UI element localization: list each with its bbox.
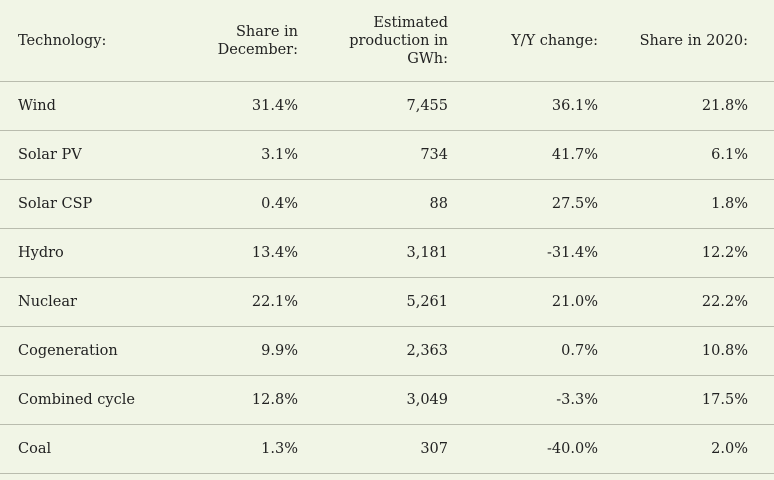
technology-cell: Solar CSP [0, 179, 160, 229]
share-december-cell: 0.4% [160, 179, 310, 229]
share-december-cell: 12.8% [160, 375, 310, 425]
share-december-cell: 31.4% [160, 81, 310, 131]
share-december-cell: 1.3% [160, 424, 310, 474]
technology-cell: Combined cycle [0, 375, 160, 425]
yy-change-cell: -31.4% [460, 228, 610, 278]
table-header: Technology: Share in December: Estimated… [0, 0, 774, 82]
header-row: Technology: Share in December: Estimated… [0, 0, 774, 82]
header-share-december-line-2: December: [217, 41, 298, 58]
table-row: Cogeneration 9.9% 2,363 0.7% 10.8% [0, 326, 774, 376]
share-2020-cell: 2.0% [610, 424, 774, 474]
header-yy-change: Y/Y change: [460, 0, 610, 82]
header-production-line-1: Estimated [373, 14, 448, 31]
production-cell: 3,181 [310, 228, 460, 278]
production-cell: 5,261 [310, 277, 460, 327]
header-technology: Technology: [0, 0, 160, 82]
share-december-cell: 13.4% [160, 228, 310, 278]
table-row: Hydro 13.4% 3,181 -31.4% 12.2% [0, 228, 774, 278]
table-row: Coal 1.3% 307 -40.0% 2.0% [0, 424, 774, 474]
table-row: Nuclear 22.1% 5,261 21.0% 22.2% [0, 277, 774, 327]
yy-change-cell: -3.3% [460, 375, 610, 425]
production-cell: 307 [310, 424, 460, 474]
yy-change-cell: 27.5% [460, 179, 610, 229]
share-2020-cell: 10.8% [610, 326, 774, 376]
table-row: Combined cycle 12.8% 3,049 -3.3% 17.5% [0, 375, 774, 425]
header-yy-change-label: Y/Y change: [511, 32, 598, 49]
header-production-line-2: production in [349, 32, 448, 49]
share-december-cell: 9.9% [160, 326, 310, 376]
production-cell: 3,049 [310, 375, 460, 425]
share-2020-cell: 21.8% [610, 81, 774, 131]
production-cell: 734 [310, 130, 460, 180]
yy-change-cell: 21.0% [460, 277, 610, 327]
table-row: Solar CSP 0.4% 88 27.5% 1.8% [0, 179, 774, 229]
technology-cell: Nuclear [0, 277, 160, 327]
header-share-december-line-1: Share in [235, 23, 298, 40]
share-2020-cell: 1.8% [610, 179, 774, 229]
yy-change-cell: 41.7% [460, 130, 610, 180]
header-technology-label: Technology: [18, 32, 107, 49]
share-2020-cell: 17.5% [610, 375, 774, 425]
production-cell: 88 [310, 179, 460, 229]
share-2020-cell: 6.1% [610, 130, 774, 180]
production-cell: 7,455 [310, 81, 460, 131]
header-share-december: Share in December: [160, 0, 310, 82]
share-2020-cell: 12.2% [610, 228, 774, 278]
table-row: Wind 31.4% 7,455 36.1% 21.8% [0, 81, 774, 131]
share-december-cell: 22.1% [160, 277, 310, 327]
technology-cell: Solar PV [0, 130, 160, 180]
technology-cell: Coal [0, 424, 160, 474]
yy-change-cell: -40.0% [460, 424, 610, 474]
technology-cell: Hydro [0, 228, 160, 278]
table-row: Solar PV 3.1% 734 41.7% 6.1% [0, 130, 774, 180]
header-share-2020: Share in 2020: [610, 0, 774, 82]
technology-cell: Cogeneration [0, 326, 160, 376]
header-production: Estimated production in GWh: [310, 0, 460, 82]
share-december-cell: 3.1% [160, 130, 310, 180]
technology-cell: Wind [0, 81, 160, 131]
share-2020-cell: 22.2% [610, 277, 774, 327]
production-cell: 2,363 [310, 326, 460, 376]
header-production-line-3: GWh: [407, 50, 448, 67]
yy-change-cell: 36.1% [460, 81, 610, 131]
yy-change-cell: 0.7% [460, 326, 610, 376]
header-share-2020-label: Share in 2020: [639, 32, 748, 49]
table-body: Wind 31.4% 7,455 36.1% 21.8% Solar PV 3.… [0, 81, 774, 474]
